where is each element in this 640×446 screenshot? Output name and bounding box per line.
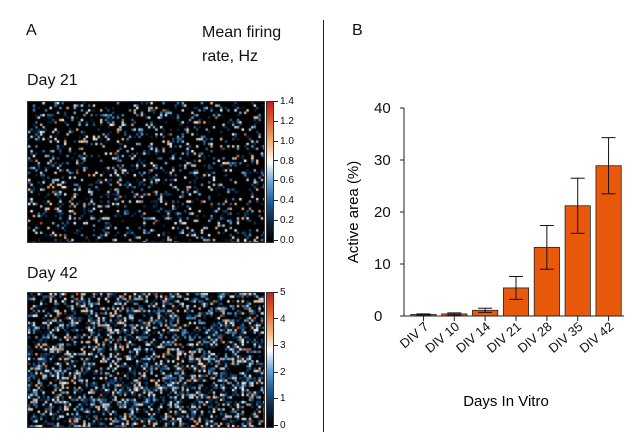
tick-label: 1.4 (280, 96, 294, 107)
x-tick-label: DIV 10 (422, 319, 462, 356)
y-tick-label: 40 (374, 100, 391, 117)
firing-rate-map-day21 (27, 101, 265, 243)
tick-mark (274, 180, 278, 182)
tick-label: 2 (280, 366, 286, 378)
x-axis-label: Days In Vitro (463, 393, 549, 410)
colorbar-tick: 2 (274, 367, 286, 378)
tick-mark (274, 398, 278, 400)
colorbar-tick: 1.4 (274, 96, 294, 107)
tick-label: 0.6 (280, 175, 294, 187)
colorbar-tick: 1 (274, 393, 286, 404)
x-tick-label: DIV 42 (576, 319, 616, 356)
tick-label: 5 (280, 287, 286, 298)
tick-mark (274, 140, 278, 142)
map-day21-label: Day 21 (27, 72, 78, 89)
panel-a-letter: A (26, 22, 37, 39)
tick-mark (274, 100, 278, 102)
y-tick-label: 10 (374, 256, 391, 273)
x-tick-label: DIV 35 (546, 319, 586, 356)
panel-b-letter: B (352, 22, 363, 39)
tick-mark (274, 424, 278, 426)
colorbar-tick: 0.6 (274, 175, 294, 186)
tick-mark (274, 291, 278, 293)
map-day42-label: Day 42 (27, 265, 78, 282)
y-tick-label: 0 (374, 308, 382, 325)
tick-mark (274, 345, 278, 347)
tick-mark (274, 220, 278, 221)
x-tick-label: DIV 14 (453, 319, 493, 356)
panel-divider (323, 20, 324, 432)
colorbar-tick: 0 (274, 420, 286, 431)
y-tick-label: 20 (374, 204, 391, 221)
x-tick-label: DIV 21 (484, 319, 524, 356)
legend-title-line2: rate, Hz (202, 48, 259, 65)
legend-title-line1: Mean firing (202, 24, 282, 41)
tick-label: 3 (280, 340, 286, 352)
colorbar-day21-ticks: 1.4 1.2 1.0 0.8 0.6 0.4 0.2 0.0 (274, 96, 314, 246)
y-tick-label: 30 (374, 152, 391, 169)
tick-mark (274, 318, 278, 320)
tick-mark (274, 160, 278, 162)
colorbar-tick: 1.2 (274, 116, 294, 127)
colorbar-day21 (266, 101, 274, 243)
colorbar-day42-ticks: 5 4 3 2 1 0 (274, 287, 314, 431)
colorbar-tick: 3 (274, 340, 286, 351)
tick-label: 0 (280, 420, 286, 431)
colorbar-day42 (266, 292, 274, 428)
tick-mark (274, 239, 278, 241)
tick-label: 0.0 (280, 235, 294, 246)
tick-label: 1.0 (280, 135, 294, 147)
y-axis-label: Active area (%) (345, 161, 362, 264)
legend-title: Mean firing rate, Hz (202, 21, 281, 69)
colorbar-tick: 0.4 (274, 195, 294, 206)
colorbar-tick: 0.2 (274, 215, 294, 226)
x-tick-label: DIV 28 (515, 319, 555, 356)
tick-mark (274, 120, 278, 122)
tick-label: 1.2 (280, 115, 294, 127)
tick-label: 0.8 (280, 155, 294, 167)
tick-label: 1 (280, 393, 286, 405)
tick-label: 0.2 (280, 215, 294, 227)
colorbar-tick: 0.8 (274, 156, 294, 167)
colorbar-tick: 5 (274, 287, 286, 298)
tick-mark (274, 200, 278, 202)
firing-rate-map-day42 (27, 292, 265, 428)
colorbar-tick: 1.0 (274, 136, 294, 147)
colorbar-tick: 4 (274, 314, 286, 325)
tick-label: 4 (280, 313, 286, 325)
colorbar-tick: 0.0 (274, 235, 294, 246)
tick-label: 0.4 (280, 195, 294, 207)
tick-mark (274, 371, 278, 373)
